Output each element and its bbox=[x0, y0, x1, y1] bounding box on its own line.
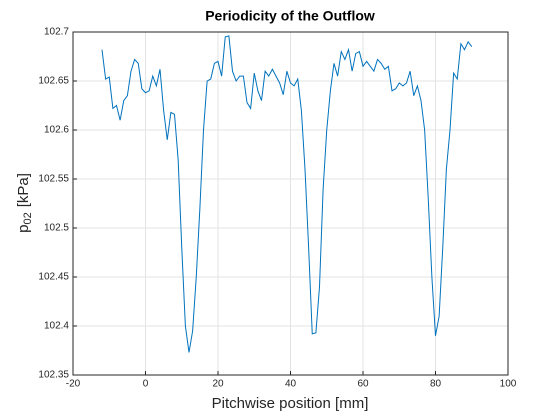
x-tick-label: 0 bbox=[143, 379, 149, 390]
y-tick-label: 102.55 bbox=[38, 174, 69, 185]
x-tick-label: 40 bbox=[285, 379, 297, 390]
y-label-unit: [kPa] bbox=[15, 173, 32, 207]
x-tick-label: 60 bbox=[357, 379, 369, 390]
y-tick-label: 102.7 bbox=[44, 27, 69, 38]
y-label-subscript: 02 bbox=[22, 212, 34, 224]
y-tick-label: 102.35 bbox=[38, 370, 69, 381]
chart-title: Periodicity of the Outflow bbox=[205, 8, 375, 24]
y-tick-label: 102.45 bbox=[38, 272, 69, 283]
y-label-symbol: p bbox=[15, 225, 32, 233]
x-tick-label: 100 bbox=[500, 379, 517, 390]
y-tick-label: 102.4 bbox=[44, 321, 69, 332]
y-axis-label: p02 [kPa] bbox=[15, 173, 34, 233]
data-line bbox=[101, 35, 473, 353]
y-tick-label: 102.65 bbox=[38, 76, 69, 87]
x-axis-label: Pitchwise position [mm] bbox=[212, 395, 369, 412]
y-tick-label: 102.5 bbox=[44, 223, 69, 234]
x-tick-label: -20 bbox=[66, 379, 81, 390]
y-tick-label: 102.6 bbox=[44, 125, 69, 136]
x-tick-label: 80 bbox=[430, 379, 442, 390]
x-tick-label: 20 bbox=[212, 379, 224, 390]
